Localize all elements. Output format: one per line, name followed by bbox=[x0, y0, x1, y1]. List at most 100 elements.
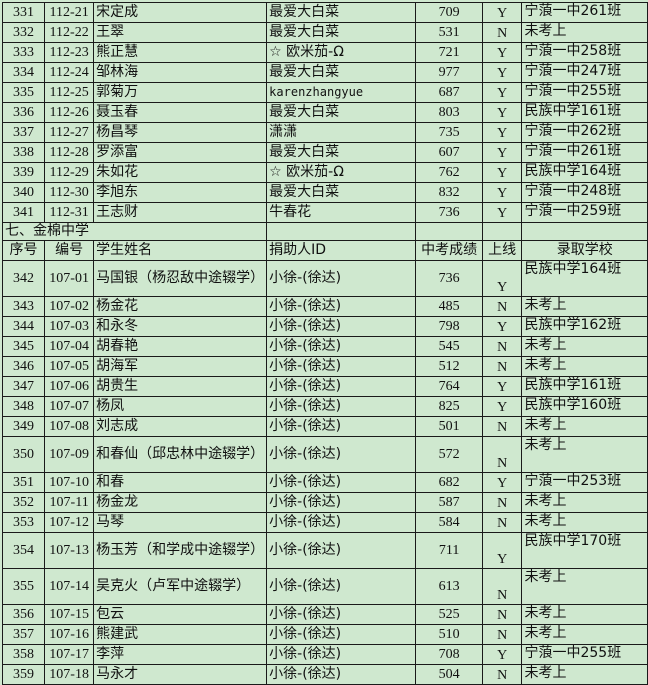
cell-school[interactable]: 未考上 bbox=[521, 512, 648, 533]
cell-id[interactable]: 107-18 bbox=[44, 664, 95, 685]
cell-school[interactable]: 未考上 bbox=[521, 296, 648, 317]
cell-student-name[interactable]: 吴克火（卢军中途辍学） bbox=[93, 568, 268, 605]
cell-pass[interactable]: Y bbox=[481, 644, 523, 665]
cell-score[interactable]: 510 bbox=[415, 624, 483, 645]
cell-donor-id[interactable]: 小徐-(徐达) bbox=[266, 472, 417, 493]
cell-donor-id[interactable]: ☆ 欧米茄-Ω bbox=[266, 162, 417, 183]
cell-no[interactable]: 353 bbox=[1, 512, 46, 533]
header-no[interactable]: 序号 bbox=[1, 240, 46, 261]
cell-id[interactable]: 107-09 bbox=[44, 436, 95, 473]
cell-score[interactable]: 736 bbox=[415, 202, 483, 223]
cell-donor-id[interactable]: 小徐-(徐达) bbox=[266, 664, 417, 685]
cell-no[interactable]: 355 bbox=[1, 568, 46, 605]
cell-pass[interactable]: Y bbox=[481, 122, 523, 143]
cell-score[interactable]: 825 bbox=[415, 396, 483, 417]
cell-no[interactable]: 331 bbox=[1, 2, 46, 23]
cell-id[interactable]: 112-30 bbox=[44, 182, 95, 203]
cell-pass[interactable]: Y bbox=[481, 376, 523, 397]
cell-id[interactable]: 112-27 bbox=[44, 122, 95, 143]
cell-id[interactable]: 107-16 bbox=[44, 624, 95, 645]
cell-school[interactable]: 宁蒗一中248班 bbox=[521, 182, 648, 203]
cell-pass[interactable]: N bbox=[481, 22, 523, 43]
cell-school[interactable]: 未考上 bbox=[521, 336, 648, 357]
cell-id[interactable]: 107-08 bbox=[44, 416, 95, 437]
cell-pass[interactable]: N bbox=[481, 416, 523, 437]
cell-school[interactable]: 民族中学160班 bbox=[521, 396, 648, 417]
cell-school[interactable]: 未考上 bbox=[521, 664, 648, 685]
cell-donor-id[interactable]: 最爱大白菜 bbox=[266, 102, 417, 123]
cell-student-name[interactable]: 刘志成 bbox=[93, 416, 268, 437]
cell-school[interactable]: 宁蒗一中255班 bbox=[521, 82, 648, 103]
cell-id[interactable]: 112-21 bbox=[44, 2, 95, 23]
cell-donor-id[interactable]: 最爱大白菜 bbox=[266, 62, 417, 83]
cell-student-name[interactable]: 王翠 bbox=[93, 22, 268, 43]
cell-donor-id[interactable]: 小徐-(徐达) bbox=[266, 260, 417, 297]
cell-score[interactable]: 977 bbox=[415, 62, 483, 83]
cell-pass[interactable]: N bbox=[481, 336, 523, 357]
cell-school[interactable]: 宁蒗一中261班 bbox=[521, 2, 648, 23]
cell-no[interactable]: 334 bbox=[1, 62, 46, 83]
cell-pass[interactable]: Y bbox=[481, 260, 523, 297]
cell-school[interactable]: 宁蒗一中255班 bbox=[521, 644, 648, 665]
cell-donor-id[interactable]: 潇潇 bbox=[266, 122, 417, 143]
cell-id[interactable]: 112-22 bbox=[44, 22, 95, 43]
cell-no[interactable]: 358 bbox=[1, 644, 46, 665]
cell-donor-id[interactable]: 小徐-(徐达) bbox=[266, 568, 417, 605]
cell-student-name[interactable]: 杨凤 bbox=[93, 396, 268, 417]
cell-school[interactable]: 宁蒗一中259班 bbox=[521, 202, 648, 223]
cell-student-name[interactable]: 聂玉春 bbox=[93, 102, 268, 123]
cell-score[interactable]: 525 bbox=[415, 604, 483, 625]
cell-donor-id[interactable]: 小徐-(徐达) bbox=[266, 532, 417, 569]
cell-score[interactable]: 736 bbox=[415, 260, 483, 297]
cell-student-name[interactable]: 胡贵生 bbox=[93, 376, 268, 397]
cell-score[interactable]: 545 bbox=[415, 336, 483, 357]
cell-donor-id[interactable]: 小徐-(徐达) bbox=[266, 436, 417, 473]
cell-pass[interactable]: N bbox=[481, 356, 523, 377]
cell-id[interactable]: 107-14 bbox=[44, 568, 95, 605]
cell-score[interactable]: 735 bbox=[415, 122, 483, 143]
cell-no[interactable]: 345 bbox=[1, 336, 46, 357]
cell-id[interactable]: 112-29 bbox=[44, 162, 95, 183]
cell-school[interactable]: 宁蒗一中262班 bbox=[521, 122, 648, 143]
cell-student-name[interactable]: 胡春艳 bbox=[93, 336, 268, 357]
cell-score[interactable]: 485 bbox=[415, 296, 483, 317]
header-student-name[interactable]: 学生姓名 bbox=[93, 240, 268, 261]
cell-pass[interactable]: Y bbox=[481, 396, 523, 417]
cell-student-name[interactable]: 王志财 bbox=[93, 202, 268, 223]
cell-pass[interactable]: N bbox=[481, 492, 523, 513]
cell-donor-id[interactable]: 小徐-(徐达) bbox=[266, 416, 417, 437]
cell-no[interactable]: 342 bbox=[1, 260, 46, 297]
cell-school[interactable]: 民族中学161班 bbox=[521, 102, 648, 123]
cell-donor-id[interactable]: 小徐-(徐达) bbox=[266, 604, 417, 625]
cell-score[interactable]: 721 bbox=[415, 42, 483, 63]
cell-score[interactable]: 708 bbox=[415, 644, 483, 665]
cell-school[interactable]: 民族中学162班 bbox=[521, 316, 648, 337]
cell-score[interactable]: 501 bbox=[415, 416, 483, 437]
cell-school[interactable]: 未考上 bbox=[521, 624, 648, 645]
cell-score[interactable]: 798 bbox=[415, 316, 483, 337]
cell-no[interactable]: 348 bbox=[1, 396, 46, 417]
cell-student-name[interactable]: 罗添富 bbox=[93, 142, 268, 163]
cell-id[interactable]: 112-31 bbox=[44, 202, 95, 223]
cell-pass[interactable]: Y bbox=[481, 182, 523, 203]
cell-no[interactable]: 339 bbox=[1, 162, 46, 183]
cell-no[interactable]: 357 bbox=[1, 624, 46, 645]
cell-score[interactable]: 803 bbox=[415, 102, 483, 123]
cell-score[interactable]: 531 bbox=[415, 22, 483, 43]
cell-no[interactable]: 337 bbox=[1, 122, 46, 143]
cell-id[interactable]: 107-10 bbox=[44, 472, 95, 493]
cell-id[interactable]: 107-01 bbox=[44, 260, 95, 297]
cell-student-name[interactable]: 马永才 bbox=[93, 664, 268, 685]
cell-pass[interactable]: Y bbox=[481, 42, 523, 63]
cell-no[interactable]: 346 bbox=[1, 356, 46, 377]
cell-score[interactable]: 709 bbox=[415, 2, 483, 23]
cell-student-name[interactable]: 和春 bbox=[93, 472, 268, 493]
cell-no[interactable]: 343 bbox=[1, 296, 46, 317]
cell-school[interactable]: 民族中学164班 bbox=[521, 260, 648, 297]
cell-score[interactable]: 584 bbox=[415, 512, 483, 533]
cell-student-name[interactable]: 邹林海 bbox=[93, 62, 268, 83]
section-title[interactable]: 七、金棉中学 bbox=[1, 222, 268, 241]
cell-school[interactable]: 民族中学164班 bbox=[521, 162, 648, 183]
cell-student-name[interactable]: 和春仙（邱忠林中途辍学） bbox=[93, 436, 268, 473]
cell-no[interactable]: 333 bbox=[1, 42, 46, 63]
